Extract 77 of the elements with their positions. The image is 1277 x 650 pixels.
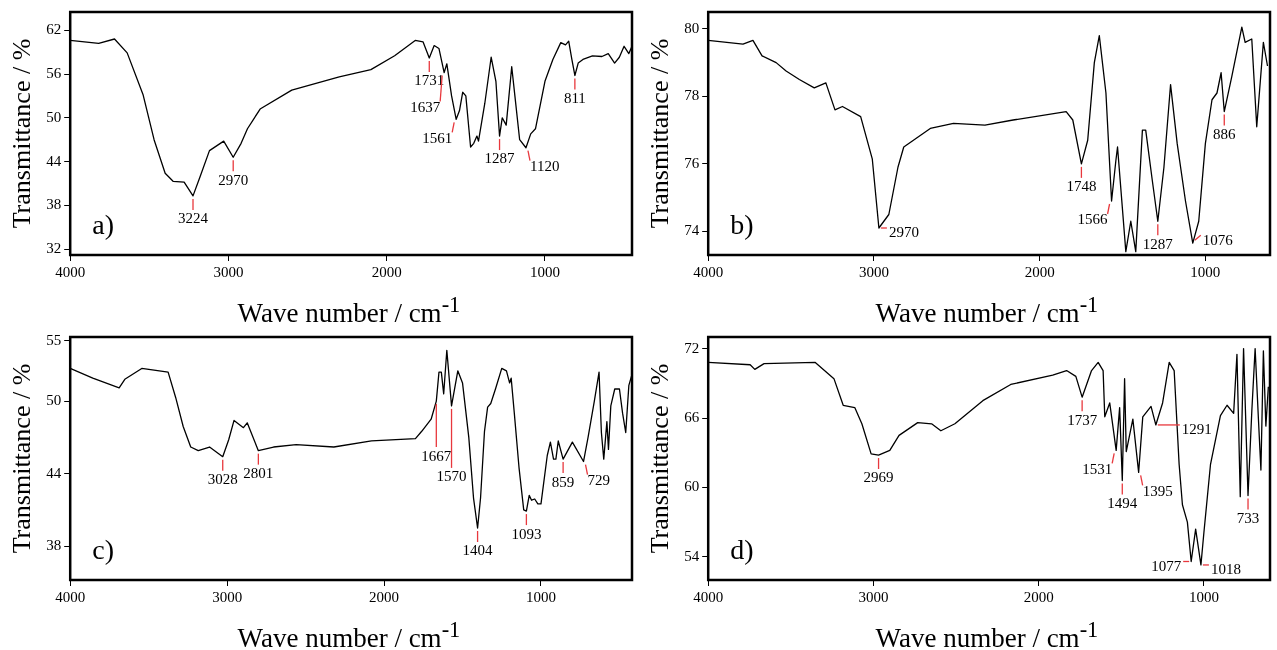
annotation: 2801	[243, 465, 274, 482]
x-tick-label: 1000	[529, 263, 560, 280]
annotation: 1566	[1077, 211, 1109, 228]
annotation: c)	[92, 534, 114, 566]
annotation: 1404	[462, 542, 494, 559]
x-tick-label: 3000	[212, 588, 243, 605]
annotation: 1748	[1066, 178, 1097, 195]
y-axis-title: Transmittance / %	[645, 363, 675, 554]
y-tick-label: 38	[46, 196, 62, 213]
annotation: 1018	[1210, 561, 1241, 578]
x-axis-title: Wave number / cm$^{-1}$	[236, 616, 462, 650]
annotation: b)	[730, 209, 754, 241]
x-tick-label: 4000	[55, 588, 86, 605]
annotation: 1667	[421, 447, 452, 464]
annotation: 1531	[1082, 460, 1113, 477]
x-tick-label: 4000	[693, 263, 724, 280]
annotation: 1637	[410, 99, 441, 116]
annotation: 1561	[422, 129, 453, 146]
x-tick-label: 2000	[1024, 263, 1055, 280]
y-tick-label: 44	[46, 464, 62, 481]
x-tick-label: 1000	[525, 588, 556, 605]
y-tick-label: 80	[684, 19, 700, 36]
annotation: 886	[1213, 126, 1237, 142]
annotation: 3028	[207, 471, 238, 488]
x-tick-label: 1000	[1188, 588, 1219, 605]
annotation: 2969	[863, 469, 894, 486]
y-tick-label: 62	[46, 21, 62, 38]
annotation: 2970	[218, 171, 249, 188]
y-tick-label: 32	[46, 240, 62, 257]
annotation: 1093	[511, 525, 542, 542]
y-tick-label: 56	[46, 64, 62, 81]
y-tick-label: 54	[684, 547, 700, 564]
y-tick-label: 74	[684, 222, 700, 239]
x-tick-label: 3000	[213, 263, 244, 280]
x-tick-label: 4000	[693, 588, 724, 605]
annotation: 733	[1236, 509, 1260, 526]
annotation: 1737	[1067, 411, 1098, 428]
x-axis-title: Wave number / cm$^{-1}$	[874, 291, 1100, 328]
x-tick-label: 4000	[55, 263, 86, 280]
annotation: 1570	[436, 468, 467, 485]
annotation: 1731	[414, 72, 445, 89]
y-tick-label: 50	[46, 392, 62, 409]
annotation: 1077	[1151, 557, 1182, 574]
y-axis-title: Transmittance / %	[7, 363, 37, 554]
y-tick-label: 44	[46, 152, 62, 169]
x-tick-label: 2000	[1023, 588, 1054, 605]
y-tick-label: 60	[684, 478, 700, 495]
annotation: 729	[587, 471, 611, 488]
annotation: 811	[563, 89, 586, 106]
x-tick-label: 1000	[1190, 263, 1221, 280]
y-axis-title: Transmittance / %	[645, 38, 675, 229]
x-tick-label: 2000	[371, 263, 402, 280]
annotation: d)	[730, 534, 754, 566]
annotation: 1287	[484, 150, 516, 167]
y-tick-label: 72	[684, 339, 700, 356]
annotation: 1120	[529, 158, 560, 175]
y-tick-label: 38	[46, 537, 62, 554]
annotation: a)	[92, 209, 114, 241]
annotation: 3224	[178, 210, 209, 227]
y-tick-label: 55	[46, 331, 62, 348]
y-tick-label: 76	[684, 154, 700, 171]
annotation: 859	[551, 473, 575, 490]
y-tick-label: 50	[46, 108, 62, 125]
annotation: 2970	[888, 224, 919, 241]
y-tick-label: 78	[684, 87, 700, 104]
annotation: 1395	[1142, 482, 1173, 499]
x-axis-title: Wave number / cm$^{-1}$	[236, 291, 462, 328]
y-axis-title: Transmittance / %	[7, 38, 37, 229]
x-tick-label: 3000	[858, 588, 889, 605]
annotation: 1291	[1181, 421, 1212, 438]
annotation: 1287	[1142, 235, 1174, 252]
x-tick-label: 3000	[858, 263, 889, 280]
annotation: 1076	[1202, 231, 1234, 248]
annotation: 1494	[1107, 494, 1138, 511]
y-tick-label: 66	[684, 408, 700, 425]
x-axis-title: Wave number / cm$^{-1}$	[874, 616, 1100, 650]
x-tick-label: 2000	[369, 588, 400, 605]
